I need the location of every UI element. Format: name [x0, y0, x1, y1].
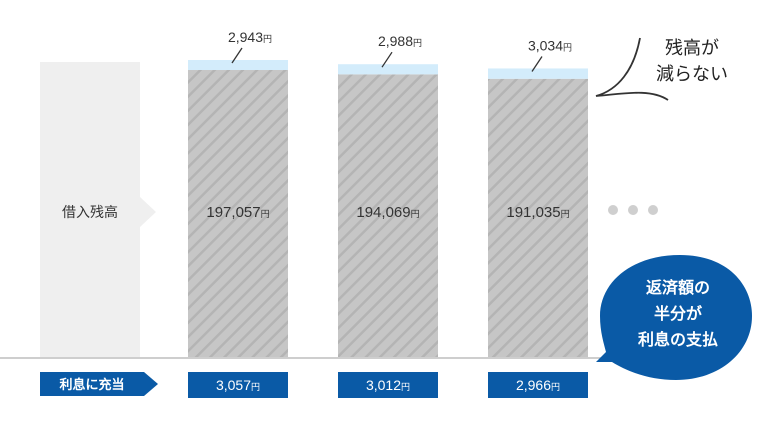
principal-leader [381, 51, 393, 68]
principal-bar [338, 64, 438, 75]
interest-label: 3,012円 [366, 377, 410, 393]
principal-bar [188, 59, 288, 70]
principal-bar [488, 68, 588, 79]
speech-bubble [596, 255, 752, 380]
balance-label-panel [40, 62, 156, 357]
balance-label: 197,057円 [206, 204, 269, 221]
balance-label: 191,035円 [506, 204, 569, 221]
speech-top-tail [595, 37, 669, 101]
interest-label-tag [40, 372, 158, 396]
bars-group: 2,943円 197,057円 3,057円 2,988円 194,069円 3,012円… [188, 29, 588, 398]
balance-bar [188, 70, 288, 357]
balance-bar [338, 74, 438, 358]
continuation-dots [608, 205, 658, 215]
speech-top-line1: 残高が [665, 38, 719, 58]
principal-label: 2,943円 [228, 29, 272, 45]
balance-bar [488, 78, 588, 357]
interest-box [188, 372, 288, 398]
interest-box [488, 372, 588, 398]
principal-label: 3,034円 [528, 37, 572, 53]
balance-label: 194,069円 [356, 204, 419, 221]
interest-row-label: 利息に充当 [59, 377, 124, 392]
balance-row-label: 借入残高 [62, 204, 118, 220]
interest-label: 3,057円 [216, 377, 260, 393]
bubble-line2: 半分が [654, 304, 702, 323]
bubble-line1: 返済額の [646, 278, 710, 297]
principal-leader [231, 47, 243, 64]
principal-label: 2,988円 [378, 33, 422, 49]
speech-top-line2: 減らない [656, 64, 728, 84]
principal-leader [531, 56, 543, 72]
bubble-line3: 利息の支払 [638, 330, 718, 349]
interest-box [338, 372, 438, 398]
interest-label: 2,966円 [516, 377, 560, 393]
